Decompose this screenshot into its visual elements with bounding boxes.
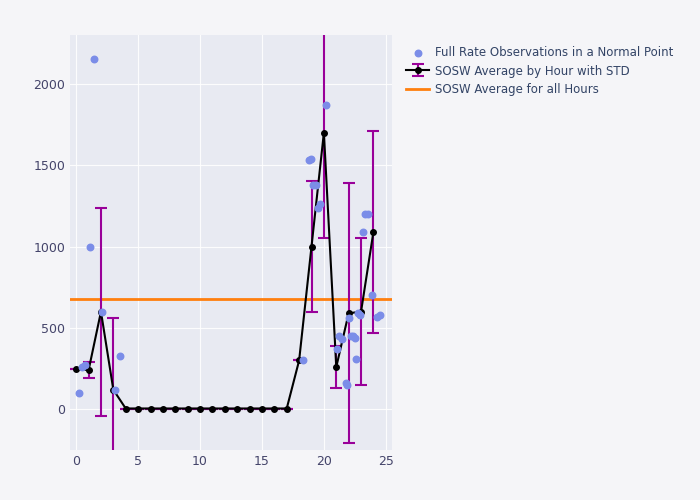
- Full Rate Observations in a Normal Point: [371, 312, 382, 320]
- Full Rate Observations in a Normal Point: [77, 363, 88, 371]
- Full Rate Observations in a Normal Point: [298, 356, 309, 364]
- Full Rate Observations in a Normal Point: [312, 204, 323, 212]
- Full Rate Observations in a Normal Point: [84, 242, 95, 250]
- Full Rate Observations in a Normal Point: [352, 310, 363, 318]
- Full Rate Observations in a Normal Point: [347, 332, 358, 340]
- Full Rate Observations in a Normal Point: [346, 332, 357, 340]
- Full Rate Observations in a Normal Point: [73, 389, 84, 397]
- SOSW Average for all Hours: [85, 296, 93, 302]
- Full Rate Observations in a Normal Point: [97, 308, 108, 316]
- Full Rate Observations in a Normal Point: [342, 381, 353, 389]
- Full Rate Observations in a Normal Point: [109, 386, 120, 394]
- Legend: Full Rate Observations in a Normal Point, SOSW Average by Hour with STD, SOSW Av: Full Rate Observations in a Normal Point…: [401, 41, 678, 101]
- Full Rate Observations in a Normal Point: [305, 154, 316, 162]
- Full Rate Observations in a Normal Point: [360, 210, 371, 218]
- Full Rate Observations in a Normal Point: [331, 345, 342, 353]
- Full Rate Observations in a Normal Point: [314, 200, 326, 208]
- Full Rate Observations in a Normal Point: [351, 355, 362, 363]
- Full Rate Observations in a Normal Point: [340, 380, 351, 388]
- Full Rate Observations in a Normal Point: [374, 311, 386, 319]
- SOSW Average for all Hours: [72, 296, 80, 302]
- Full Rate Observations in a Normal Point: [357, 228, 368, 236]
- Full Rate Observations in a Normal Point: [303, 156, 314, 164]
- Full Rate Observations in a Normal Point: [88, 56, 99, 64]
- Full Rate Observations in a Normal Point: [310, 180, 321, 188]
- Full Rate Observations in a Normal Point: [307, 180, 318, 188]
- Full Rate Observations in a Normal Point: [363, 210, 374, 218]
- Full Rate Observations in a Normal Point: [79, 362, 90, 370]
- Full Rate Observations in a Normal Point: [354, 311, 365, 319]
- Full Rate Observations in a Normal Point: [344, 314, 355, 322]
- Full Rate Observations in a Normal Point: [337, 336, 348, 344]
- Full Rate Observations in a Normal Point: [366, 292, 377, 300]
- Full Rate Observations in a Normal Point: [334, 332, 345, 340]
- Full Rate Observations in a Normal Point: [349, 334, 360, 342]
- Full Rate Observations in a Normal Point: [320, 101, 331, 109]
- Full Rate Observations in a Normal Point: [114, 352, 125, 360]
